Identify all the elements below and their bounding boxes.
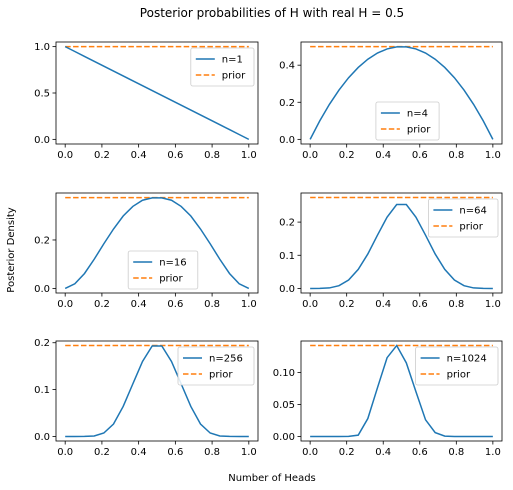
x-tick-label: 0.2 (94, 299, 110, 310)
x-tick-label: 1.0 (485, 150, 501, 161)
legend: n=64 prior (427, 198, 499, 238)
x-tick-label: 0.2 (339, 150, 355, 161)
legend-label-prior: prior (459, 222, 483, 233)
x-tick-label: 0.6 (412, 150, 428, 161)
y-tick-label: 0.0 (34, 432, 50, 443)
x-tick-label: 0.6 (167, 447, 183, 458)
x-tick-label: 0.0 (57, 299, 73, 310)
x-tick-label: 0.0 (57, 150, 73, 161)
axes-frame (300, 340, 503, 442)
y-tick-label: 0.4 (279, 61, 295, 72)
legend-label-posterior: n=4 (407, 109, 428, 120)
legend: n=1 prior (190, 47, 255, 87)
legend: n=16 prior (127, 250, 199, 290)
posterior-line (65, 345, 249, 438)
posterior-line (310, 203, 493, 290)
legend-label-posterior: n=1024 (447, 354, 487, 365)
y-tick-label: 0.1 (279, 251, 295, 262)
legend: n=1024 prior (415, 346, 499, 386)
y-tick-label: 0.05 (273, 400, 295, 411)
y-axis-label: Posterior Density (6, 207, 17, 292)
x-tick-label: 0.0 (57, 447, 73, 458)
x-tick-label: 0.8 (204, 299, 220, 310)
chart-title: Posterior probabilities of H with real H… (140, 6, 404, 20)
x-tick-label: 0.6 (167, 150, 183, 161)
x-tick-label: 0.8 (204, 447, 220, 458)
legend-label-prior: prior (159, 274, 183, 285)
legend-label-posterior: n=64 (459, 206, 486, 217)
legend-box (177, 346, 255, 386)
x-tick-label: 0.8 (448, 447, 464, 458)
legend-box (415, 346, 499, 386)
posterior-line (310, 344, 493, 438)
legend-box (427, 198, 499, 238)
x-tick-label: 0.0 (302, 447, 318, 458)
subplot-5: 0.0 0.2 0.4 0.6 0.8 1.0 0.0 0.1 0.2 n=256 prior (34, 338, 259, 458)
x-tick-label: 1.0 (241, 150, 257, 161)
axes-frame (300, 192, 503, 294)
x-tick-label: 0.4 (375, 299, 391, 310)
legend-box (190, 47, 255, 87)
x-tick-label: 0.8 (448, 299, 464, 310)
subplot-3: 0.0 0.2 0.4 0.6 0.8 1.0 0.0 0.2 n=16 prior (34, 192, 259, 310)
axes-frame (55, 192, 259, 294)
axes-frame (55, 340, 259, 442)
y-tick-label: 0.0 (34, 135, 50, 146)
x-tick-label: 0.4 (131, 150, 147, 161)
x-tick-label: 0.4 (375, 447, 391, 458)
legend-label-posterior: n=1 (222, 55, 243, 66)
subplot-1: 0.0 0.2 0.4 0.6 0.8 1.0 0.0 0.5 1.0 n=1 prior (34, 41, 259, 161)
x-tick-label: 0.8 (448, 150, 464, 161)
y-tick-label: 0.0 (279, 284, 295, 295)
legend-label-prior: prior (222, 71, 246, 82)
subplot-6: 0.0 0.2 0.4 0.6 0.8 1.0 0.00 0.05 0.10 n=1024 prio… (273, 340, 503, 458)
legend-box (375, 101, 440, 141)
legend: n=256 prior (177, 346, 255, 386)
x-tick-label: 0.2 (94, 150, 110, 161)
y-tick-label: 0.00 (273, 432, 295, 443)
y-tick-label: 0.0 (279, 135, 295, 146)
x-tick-label: 1.0 (241, 299, 257, 310)
y-tick-label: 0.2 (279, 98, 295, 109)
x-tick-label: 0.4 (375, 150, 391, 161)
posterior-line (64, 45, 250, 141)
subplot-2: 0.0 0.2 0.4 0.6 0.8 1.0 0.0 0.2 0.4 n=4 prior (279, 41, 503, 161)
legend: n=4 prior (375, 101, 440, 141)
x-tick-label: 0.0 (302, 299, 318, 310)
x-tick-label: 0.6 (167, 299, 183, 310)
x-tick-label: 0.2 (339, 447, 355, 458)
x-tick-label: 0.2 (94, 447, 110, 458)
y-tick-label: 0.2 (279, 218, 295, 229)
legend-box (127, 250, 199, 290)
y-tick-label: 1.0 (34, 42, 50, 53)
posterior-line (309, 46, 494, 140)
axes-frame (300, 41, 503, 145)
x-tick-label: 0.8 (204, 150, 220, 161)
x-axis-label: Number of Heads (228, 473, 316, 484)
y-tick-label: 0.10 (273, 368, 295, 379)
x-tick-label: 0.4 (131, 447, 147, 458)
legend-label-prior: prior (209, 370, 233, 381)
legend-label-posterior: n=16 (159, 258, 186, 269)
x-tick-label: 1.0 (485, 299, 501, 310)
x-tick-label: 0.0 (302, 150, 318, 161)
x-tick-label: 0.6 (412, 447, 428, 458)
legend-label-prior: prior (447, 370, 471, 381)
x-tick-label: 0.6 (412, 299, 428, 310)
y-tick-label: 0.2 (34, 235, 50, 246)
legend-label-prior: prior (407, 125, 431, 136)
y-tick-label: 0.2 (34, 338, 50, 349)
y-tick-label: 0.0 (34, 284, 50, 295)
x-tick-label: 1.0 (241, 447, 257, 458)
y-tick-label: 0.1 (34, 385, 50, 396)
x-tick-label: 1.0 (485, 447, 501, 458)
x-tick-label: 0.4 (131, 299, 147, 310)
legend-label-posterior: n=256 (209, 354, 243, 365)
subplot-4: 0.0 0.2 0.4 0.6 0.8 1.0 0.0 0.1 0.2 n=64 prior (279, 192, 503, 310)
posterior-line (64, 197, 250, 290)
x-tick-label: 0.2 (339, 299, 355, 310)
y-tick-label: 0.5 (34, 89, 50, 100)
